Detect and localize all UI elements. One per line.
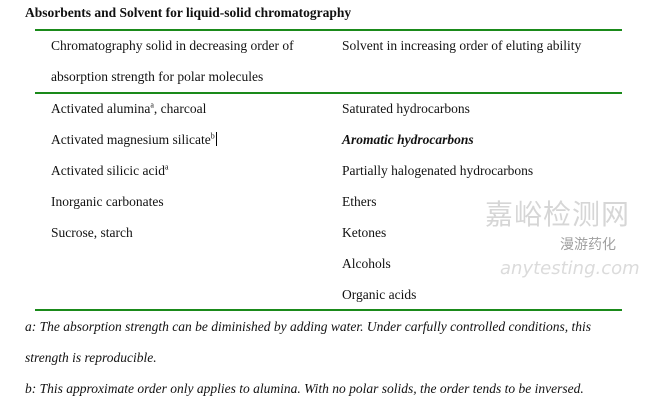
footnote-a-cont: strength is reproducible. (25, 350, 157, 365)
solid-row: Inorganic carbonates (51, 194, 164, 209)
header-left-line1: Chromatography solid in decreasing order… (51, 38, 294, 53)
bottom-rule (35, 309, 622, 311)
solid-row: Sucrose, starch (51, 225, 133, 240)
header-left-line2: absorption strength for polar molecules (51, 69, 264, 84)
table-title: Absorbents and Solvent for liquid-solid … (25, 5, 352, 20)
footnote-b: b: This approximate order only applies t… (25, 381, 584, 396)
solvent-row: Alcohols (342, 256, 391, 271)
text-cursor (215, 132, 217, 146)
top-rule (35, 29, 622, 31)
solid-row: Activated aluminaa, charcoal (51, 100, 207, 116)
solvent-row: Organic acids (342, 287, 417, 302)
watermark-url: anytesting.com (500, 258, 640, 279)
solvent-row: Saturated hydrocarbons (342, 101, 470, 116)
footnote-a: a: The absorption strength can be dimini… (25, 319, 591, 334)
solvent-row: Ethers (342, 194, 377, 209)
header-right: Solvent in increasing order of eluting a… (342, 38, 582, 53)
solvent-row: Aromatic hydrocarbons (342, 132, 474, 147)
solid-row: Activated silicic acida (51, 162, 169, 178)
solvent-row: Ketones (342, 225, 387, 240)
watermark-sub: 漫游药化 (560, 237, 616, 253)
watermark-main: 嘉峪检测网 (485, 198, 631, 231)
solid-row: Activated magnesium silicateb (51, 131, 217, 147)
solvent-row: Partially halogenated hydrocarbons (342, 163, 534, 178)
header-rule (35, 92, 622, 94)
